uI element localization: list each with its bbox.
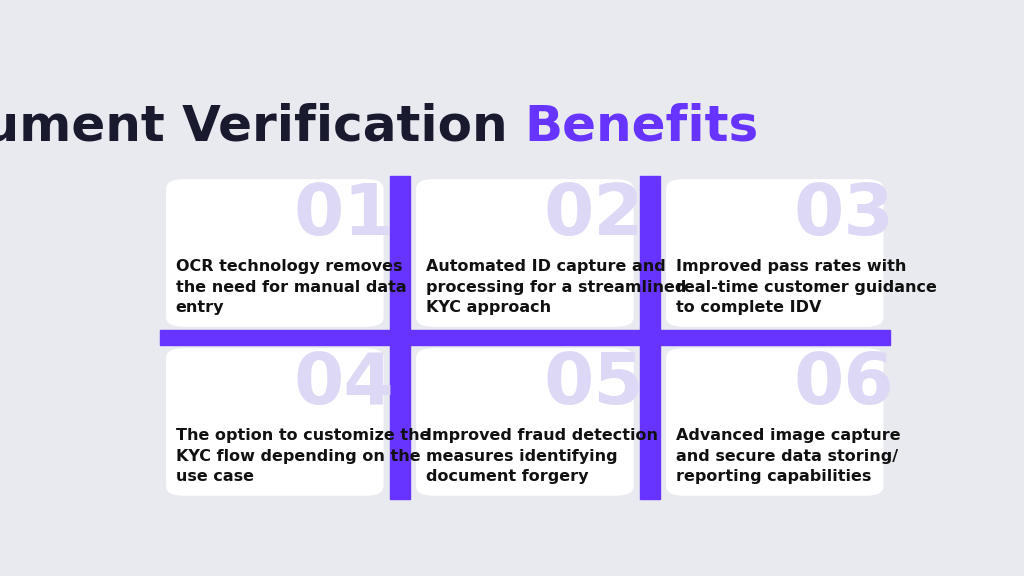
Text: Improved pass rates with
real-time customer guidance
to complete IDV: Improved pass rates with real-time custo… <box>676 259 937 315</box>
Text: 04: 04 <box>293 350 394 419</box>
FancyBboxPatch shape <box>666 179 884 327</box>
Text: Benefits: Benefits <box>524 103 759 151</box>
Text: 03: 03 <box>794 181 894 251</box>
Text: 01: 01 <box>293 181 394 251</box>
FancyBboxPatch shape <box>416 348 634 496</box>
Text: Document Verification: Document Verification <box>0 103 524 151</box>
Bar <box>160 331 890 344</box>
Text: Advanced image capture
and secure data storing/
reporting capabilities: Advanced image capture and secure data s… <box>676 428 900 484</box>
Text: Improved fraud detection
measures identifying
document forgery: Improved fraud detection measures identi… <box>426 428 657 484</box>
Text: The option to customize the
KYC flow depending on the
use case: The option to customize the KYC flow dep… <box>176 428 430 484</box>
FancyBboxPatch shape <box>166 179 384 327</box>
FancyBboxPatch shape <box>666 348 884 496</box>
Bar <box>390 176 410 499</box>
FancyBboxPatch shape <box>166 348 384 496</box>
FancyBboxPatch shape <box>416 179 634 327</box>
Bar <box>640 176 659 499</box>
Text: OCR technology removes
the need for manual data
entry: OCR technology removes the need for manu… <box>176 259 407 315</box>
Text: 02: 02 <box>543 181 644 251</box>
Text: Automated ID capture and
processing for a streamlined
KYC approach: Automated ID capture and processing for … <box>426 259 686 315</box>
Text: 06: 06 <box>794 350 894 419</box>
Text: 05: 05 <box>543 350 644 419</box>
